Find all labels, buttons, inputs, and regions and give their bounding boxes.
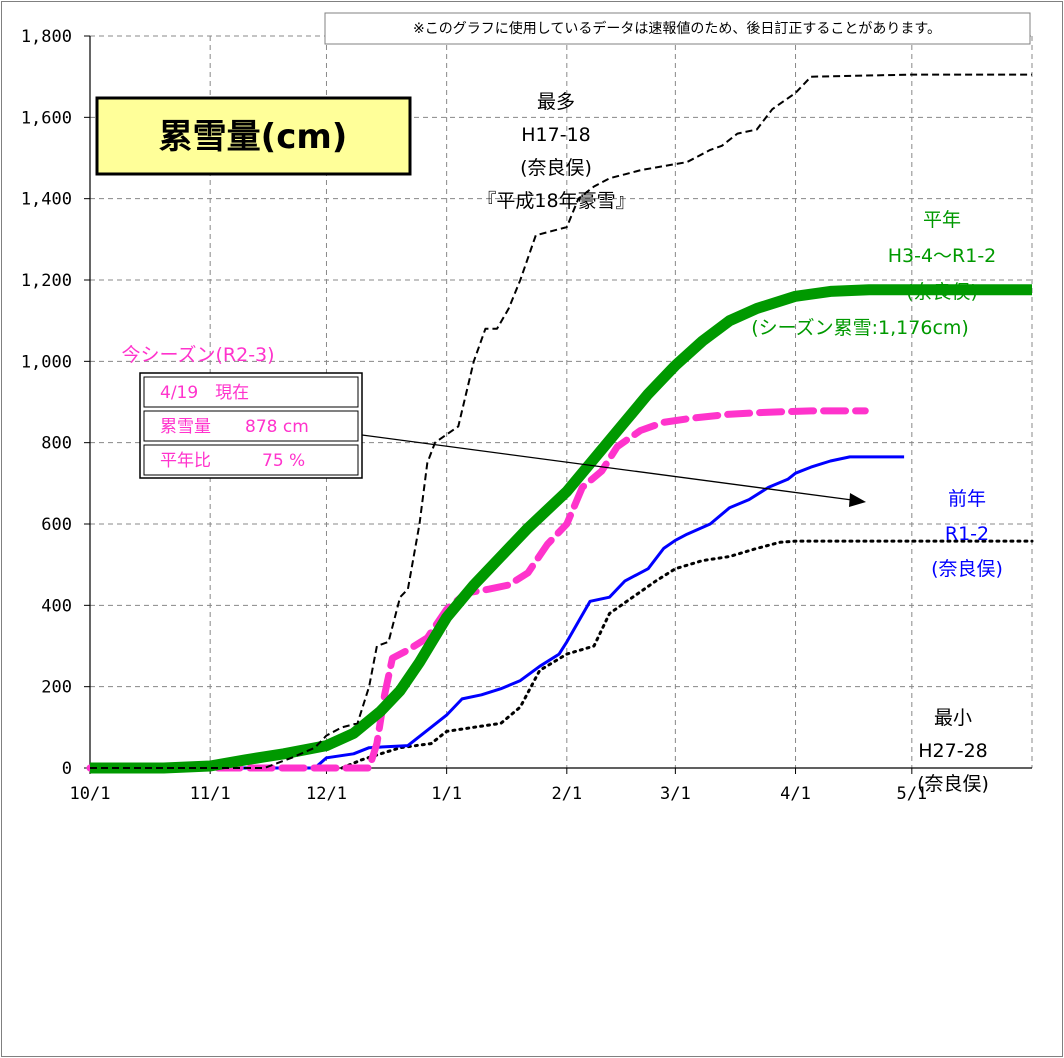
info-cumulative: 累雪量 878 cm (160, 417, 309, 437)
label-prev-line-2: R1-2 (945, 523, 989, 545)
series-layer (86, 73, 1034, 774)
label-min-line-1: 最小 (934, 707, 972, 729)
label-average-line-2: H3-4～R1-2 (888, 245, 997, 267)
y-tick-label: 800 (41, 434, 72, 454)
y-tick-label: 1,400 (21, 190, 72, 210)
y-tick-label: 0 (62, 759, 72, 779)
label-max-line-4: 『平成18年豪雪』 (477, 190, 634, 212)
info-ratio: 平年比 75 % (160, 451, 305, 471)
info-arrow (361, 434, 866, 507)
label-average-line-4: (シーズン累雪:1,176cm) (751, 317, 969, 339)
chart-title: 累雪量(cm) (159, 117, 348, 157)
x-tick-label: 12/1 (306, 784, 347, 804)
y-tick-label: 600 (41, 515, 72, 535)
y-tick-label: 200 (41, 678, 72, 698)
label-max-line-2: H17-18 (521, 124, 591, 146)
y-tick-label: 400 (41, 596, 72, 616)
label-max-season: 最多 H17-18 (奈良俣) 『平成18年豪雪』 (477, 91, 634, 212)
title-box (95, 96, 412, 176)
series-current-line (86, 407, 869, 772)
note-text: ※このグラフに使用しているデータは速報値のため、後日訂正することがあります。 (413, 20, 941, 37)
x-tick-label: 10/1 (70, 784, 111, 804)
current-info-box: 4/19 現在 累雪量 878 cm 平年比 75 % (139, 372, 363, 479)
series-min-line (88, 539, 1034, 770)
label-min-line-2: H27-28 (918, 740, 988, 762)
series-max-line (90, 73, 1032, 769)
label-prev-line-3: (奈良俣) (931, 558, 1003, 580)
y-tick-label: 1,800 (21, 27, 72, 47)
x-tick-label: 1/1 (431, 784, 462, 804)
y-tick-label: 1,600 (21, 108, 72, 128)
label-previous-year: 前年 R1-2 (奈良俣) (931, 488, 1003, 580)
label-current-season: 今シーズン(R2-3) (121, 344, 274, 366)
x-tick-label: 5/1 (896, 784, 927, 804)
y-tick-label: 1,000 (21, 352, 72, 372)
label-average-line-3: (奈良俣) (906, 281, 978, 303)
x-axis-tick-labels: 10/1 11/1 12/1 1/1 2/1 3/1 4/1 5/1 (70, 784, 928, 804)
label-min-line-3: (奈良俣) (917, 773, 989, 795)
label-max-line-1: 最多 (537, 91, 575, 113)
x-tick-label: 4/1 (780, 784, 811, 804)
series-previous-line (90, 455, 905, 770)
label-min-season: 最小 H27-28 (奈良俣) (917, 707, 989, 795)
x-tick-label: 11/1 (190, 784, 231, 804)
note-box (324, 12, 1031, 45)
info-date: 4/19 現在 (160, 383, 249, 403)
y-tick-label: 1,200 (21, 271, 72, 291)
label-max-line-3: (奈良俣) (520, 157, 592, 179)
x-tick-label: 2/1 (551, 784, 582, 804)
x-tick-label: 3/1 (660, 784, 691, 804)
series-average-line (90, 284, 1032, 774)
label-average-line-1: 平年 (923, 209, 961, 231)
y-axis-tick-labels: 0 200 400 600 800 1,000 1,200 1,400 1,600 1,800 (21, 27, 72, 779)
label-prev-line-1: 前年 (948, 488, 986, 510)
label-average: 平年 H3-4～R1-2 (奈良俣) (シーズン累雪:1,176cm) (751, 209, 996, 339)
